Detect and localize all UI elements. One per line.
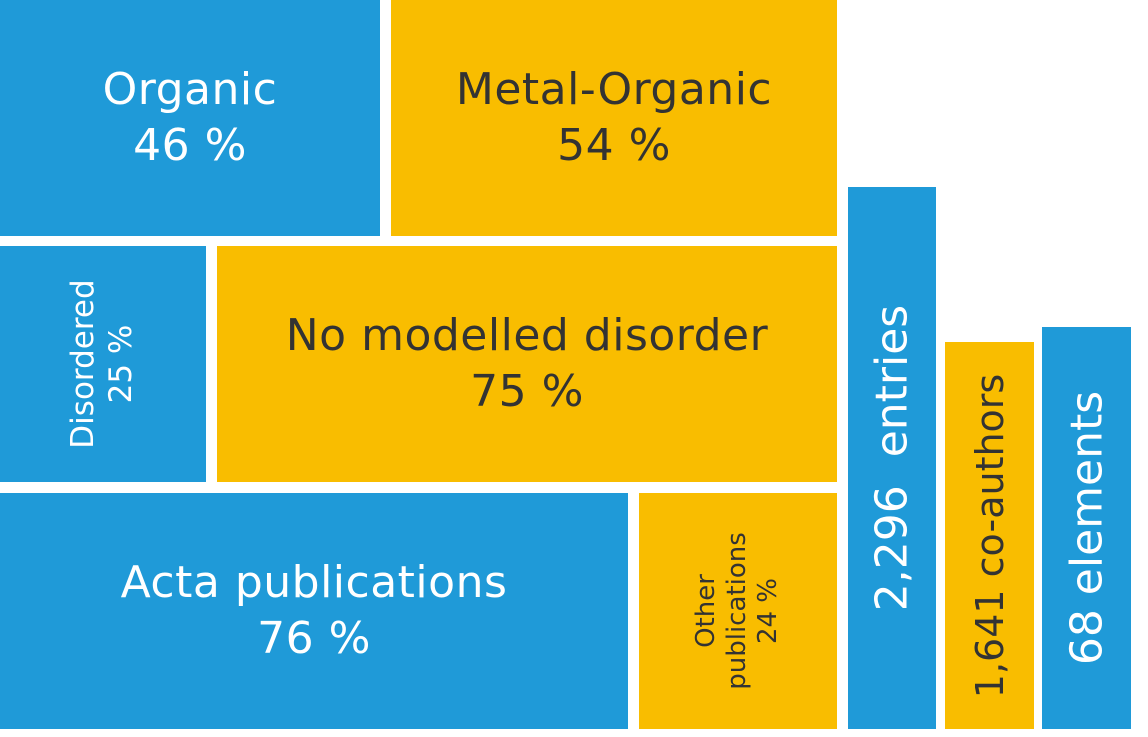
no-disorder-label: No modelled disorder [286,308,768,364]
acta-block: Acta publications 76 % [0,493,628,729]
coauthors-bar: 1,641 co-authors [945,342,1034,729]
coauthors-text: 1,641 co-authors [968,373,1012,697]
disordered-block: Disordered 25 % [0,246,206,482]
elements-bar: 68 elements [1042,327,1131,729]
metal-organic-block: Metal-Organic 54 % [391,0,837,236]
entries-bar: 2,296 entries [848,187,936,729]
metal-organic-label: Metal-Organic [456,62,772,118]
no-disorder-value: 75 % [470,364,584,420]
elements-text: 68 elements [1061,391,1112,665]
organic-block: Organic 46 % [0,0,380,236]
disordered-value: 25 % [103,325,141,404]
other-label-line1: Other [691,574,722,648]
acta-label: Acta publications [121,555,508,611]
other-value: 24 % [754,578,785,644]
no-disorder-block: No modelled disorder 75 % [217,246,837,482]
other-publications-block: Other publications 24 % [639,493,837,729]
organic-label: Organic [103,62,278,118]
entries-text: 2,296 entries [867,305,918,611]
disordered-label: Disordered [65,279,103,448]
other-label-line2: publications [722,532,753,690]
metal-organic-value: 54 % [557,118,671,174]
organic-value: 46 % [133,118,247,174]
acta-value: 76 % [257,611,371,667]
